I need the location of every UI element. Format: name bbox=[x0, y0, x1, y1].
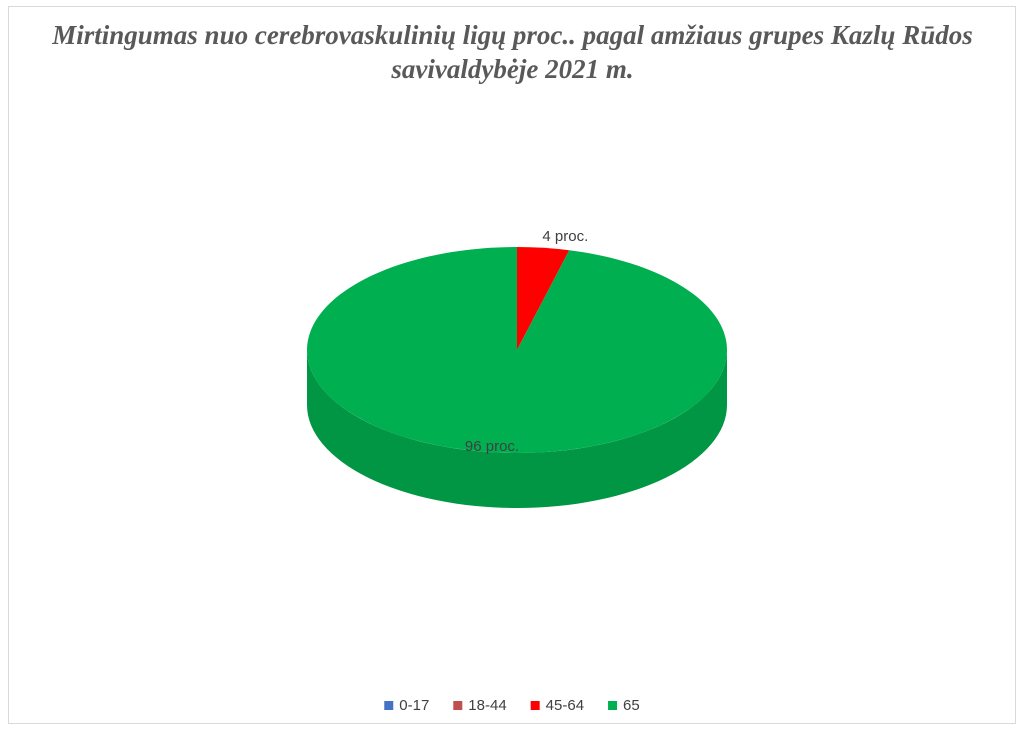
legend-swatch bbox=[608, 701, 618, 710]
legend-swatch bbox=[530, 701, 540, 710]
legend-label: 18-44 bbox=[468, 697, 506, 714]
slice-side bbox=[307, 350, 727, 508]
legend-label: 65 bbox=[623, 697, 640, 714]
legend-swatch bbox=[384, 701, 394, 710]
slice bbox=[306, 246, 727, 453]
chart-title: Mirtingumas nuo cerebrovaskulinių ligų p… bbox=[52, 20, 973, 84]
chart-frame bbox=[8, 6, 1016, 724]
data-label: 96 proc. bbox=[465, 438, 519, 455]
legend-swatch bbox=[453, 701, 463, 710]
legend-label: 45-64 bbox=[546, 697, 584, 714]
slice bbox=[517, 247, 570, 350]
data-label: 4 proc. bbox=[542, 228, 588, 245]
legend-label: 0-17 bbox=[399, 697, 429, 714]
